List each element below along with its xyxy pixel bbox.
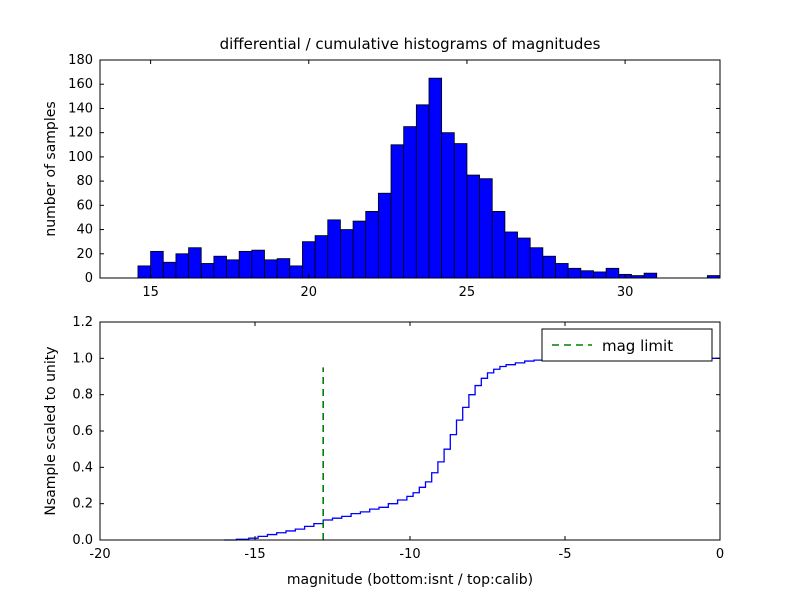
histogram-bar	[542, 255, 556, 279]
histogram-bar	[289, 265, 303, 279]
histogram-bar	[352, 220, 367, 279]
histogram-bar	[340, 229, 354, 279]
y-tick-label: 100	[68, 150, 93, 165]
histogram-bar	[643, 272, 658, 279]
y-tick-label: 60	[76, 198, 93, 213]
histogram-bar	[213, 255, 227, 279]
y-tick-label: 1.0	[72, 351, 93, 366]
histogram-bar	[365, 210, 379, 279]
legend-label: mag limit	[602, 337, 673, 355]
x-tick-label: 20	[301, 285, 318, 300]
y-tick-label: 120	[68, 126, 93, 141]
histogram-bar	[517, 237, 531, 279]
histogram-bar	[479, 178, 493, 279]
axes-frame	[99, 59, 721, 279]
histogram-bar	[238, 250, 253, 279]
y-tick-label: 0.6	[72, 424, 93, 439]
chart-title: differential / cumulative histograms of …	[220, 35, 601, 53]
histogram-bar	[150, 250, 164, 279]
bottom-y-axis-label: Nsample scaled to unity	[43, 346, 59, 515]
axes-frame	[99, 321, 721, 541]
y-tick-label: 0.4	[72, 460, 93, 475]
x-tick-label: -20	[89, 547, 110, 562]
y-tick-label: 160	[68, 77, 93, 92]
histogram-bar	[175, 253, 189, 279]
histogram-bars	[137, 77, 721, 279]
histogram-bar	[137, 265, 152, 279]
histogram-bar	[403, 126, 417, 279]
histogram-bar	[327, 219, 341, 279]
histogram-bar	[580, 270, 594, 279]
histogram-bar	[188, 247, 202, 279]
histogram-bar	[251, 249, 265, 279]
y-tick-label: 0.0	[72, 533, 93, 548]
top-y-axis-label: number of samples	[43, 101, 59, 236]
histogram-bar	[302, 241, 316, 279]
x-tick-label: -5	[559, 547, 572, 562]
histogram-bar	[491, 210, 506, 279]
top-histogram-axes: 15 20 25 30 0 20 40 60 80 100 120 140 160 180	[68, 53, 721, 300]
x-tick-label: 15	[142, 285, 159, 300]
histogram-bar	[276, 258, 291, 279]
x-tick-label: 30	[617, 285, 634, 300]
x-tick-label: -10	[399, 547, 420, 562]
histogram-bar	[428, 77, 443, 279]
y-tick-label: 0.2	[72, 497, 93, 512]
x-tick-label: 0	[716, 547, 724, 562]
histogram-bar	[415, 104, 430, 279]
histogram-bar	[466, 174, 480, 279]
histogram-bar	[453, 143, 468, 279]
histogram-bar	[441, 132, 455, 279]
histogram-bar	[605, 267, 620, 279]
histogram-bar	[567, 267, 582, 279]
y-tick-label: 140	[68, 101, 93, 116]
x-tick-label: -15	[244, 547, 265, 562]
y-tick-label: 1.2	[72, 315, 93, 330]
histogram-bar	[200, 263, 215, 279]
cumulative-line	[224, 357, 720, 541]
y-tick-label: 40	[76, 223, 93, 238]
y-tick-label: 80	[76, 174, 93, 189]
x-tick-label: 25	[459, 285, 476, 300]
histogram-bar	[504, 231, 518, 279]
y-tick-label: 20	[76, 247, 93, 262]
chart-dynamic-layer: 15 20 25 30 0 20 40 60 80 100 120 140 160 180 -20 -15 -1…	[68, 53, 724, 562]
histogram-bar	[593, 271, 607, 279]
y-tick-label: 0	[85, 271, 93, 286]
histogram-bar	[314, 235, 329, 279]
histogram-bar	[555, 263, 569, 279]
histogram-bar	[226, 259, 240, 279]
y-tick-label: 180	[68, 53, 93, 68]
bottom-x-axis-label: magnitude (bottom:isnt / top:calib)	[287, 572, 533, 588]
histogram-bar	[264, 259, 278, 279]
histogram-bar	[162, 261, 177, 279]
histogram-bar	[377, 192, 392, 279]
histogram-bar	[529, 247, 544, 279]
y-tick-label: 0.8	[72, 388, 93, 403]
bottom-cumulative-axes: -20 -15 -10 -5 0 0.0 0.2 0.4 0.6 0.8 1.0 1.2	[72, 315, 724, 562]
histogram-bar	[390, 144, 405, 279]
